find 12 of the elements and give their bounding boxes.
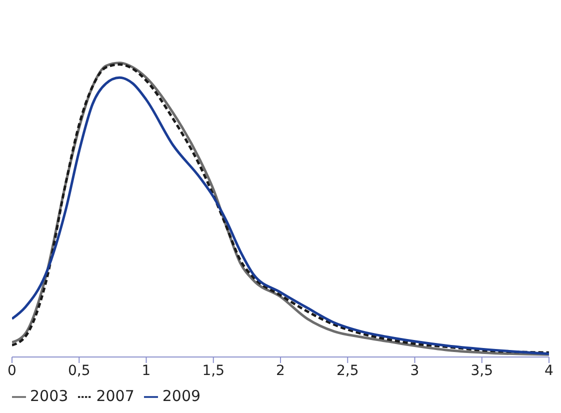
x-tick-label: 0 <box>8 362 16 379</box>
x-tick-label: 2,5 <box>336 362 359 379</box>
x-tick-label: 1,5 <box>202 362 225 379</box>
x-tick-label: 2 <box>276 362 285 379</box>
legend-label: 2007 <box>96 387 134 405</box>
x-tick-label: 4 <box>544 362 554 379</box>
x-tick-label: 1 <box>142 362 151 379</box>
legend-label: 2003 <box>30 387 68 405</box>
legend-label: 2009 <box>162 387 201 405</box>
x-tick-label: 3,5 <box>470 362 494 379</box>
x-tick-label: 0,5 <box>68 362 90 379</box>
x-tick-label: 3 <box>410 362 420 379</box>
